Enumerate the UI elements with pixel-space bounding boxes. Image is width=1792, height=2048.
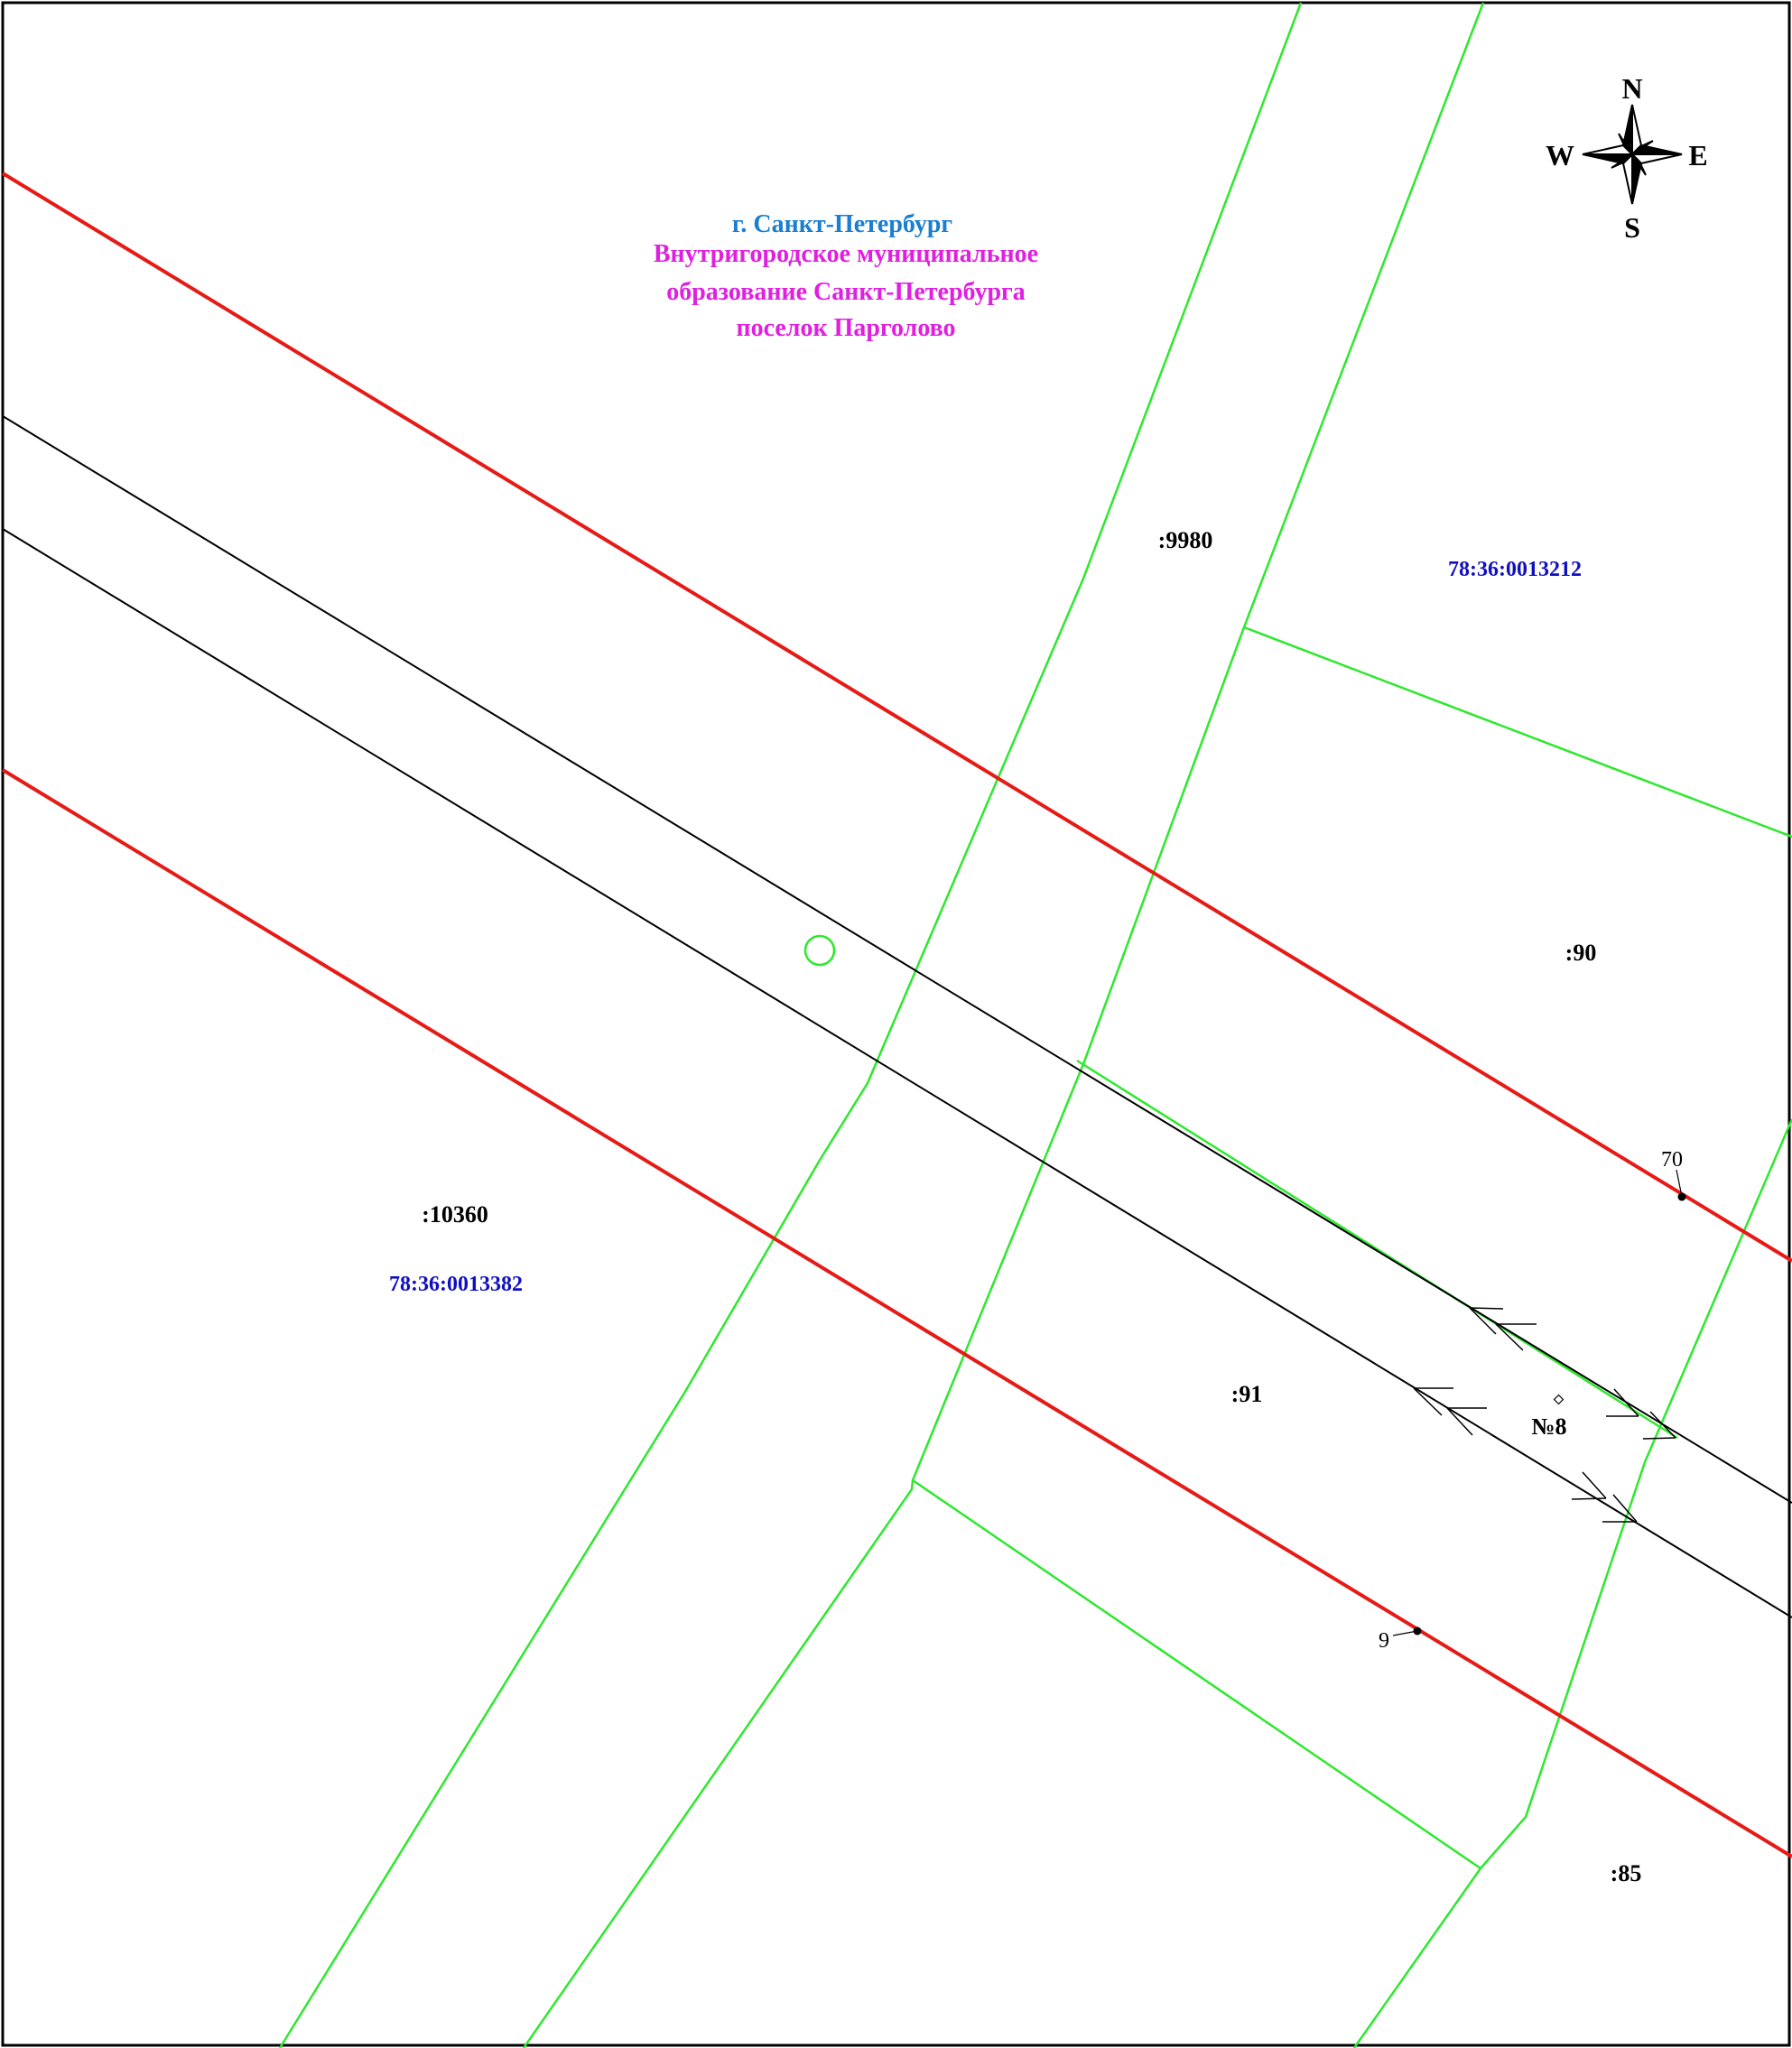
quarter-labels: 78:36:0013212 78:36:0013382 [389, 558, 1582, 1296]
parcel-marker-circle [803, 934, 836, 967]
parcel-boundaries [278, 2, 1792, 2048]
title-block: г. Санкт-Петербург Внутригородское муниц… [654, 210, 1038, 342]
arrow-east-lower [1571, 1471, 1638, 1523]
municipal-title-line1: Внутригородское муниципальное [654, 240, 1038, 268]
city-title: г. Санкт-Петербург [732, 210, 952, 238]
point-labels: 70 9 [1379, 1148, 1683, 1653]
parcel-91-boundary-segment [1076, 1059, 1678, 1440]
quarter-label-13382: 78:36:0013382 [389, 1273, 523, 1296]
parcel-boundary-east [1352, 1118, 1792, 2048]
quarter-label-13212: 78:36:0013212 [1448, 558, 1582, 581]
zone-boundary-north [1, 171, 1792, 1263]
direction-arrows [1413, 1307, 1676, 1523]
parcel-label-91: :91 [1231, 1381, 1263, 1407]
compass-west-label: W [1546, 139, 1574, 171]
object-8-marker [1553, 1394, 1565, 1405]
pipeline-line-south [2, 528, 1792, 1618]
parcel-label-85: :85 [1611, 1860, 1642, 1886]
arrow-west-lower [1413, 1387, 1487, 1436]
arrow-west-upper [1469, 1307, 1537, 1351]
road-boundary-west [278, 2, 1303, 2048]
compass-north-label: N [1621, 72, 1642, 105]
parcel-85-boundary [912, 1478, 1481, 1870]
pipeline-lines [2, 415, 1792, 1618]
compass-south-label: S [1624, 211, 1640, 244]
arrow-east-upper [1606, 1388, 1676, 1440]
point-9-leader [1392, 1630, 1418, 1636]
municipal-title-line3: поселок Парголово [736, 314, 955, 342]
road-boundary-east [522, 2, 1485, 2048]
municipal-title-line2: образование Санкт-Петербурга [666, 278, 1026, 306]
point-label-70: 70 [1661, 1148, 1683, 1172]
point-label-9: 9 [1379, 1629, 1389, 1653]
survey-points [1392, 1169, 1686, 1636]
compass-star-icon [1582, 104, 1683, 205]
compass-east-label: E [1688, 139, 1707, 171]
parcel-90-north-boundary [1243, 626, 1792, 839]
parcel-label-90: :90 [1565, 940, 1597, 966]
parcel-label-9980: :9980 [1158, 527, 1213, 553]
parcel-labels: :9980 :90 :10360 :91 :85 №8 [422, 527, 1641, 1886]
point-70-leader [1676, 1169, 1683, 1198]
compass-rose: N S W E [1546, 72, 1708, 244]
object-label-8: №8 [1531, 1413, 1566, 1440]
pipeline-line-north [2, 415, 1792, 1504]
zone-boundary-south [1, 768, 1792, 1858]
zone-boundaries [1, 171, 1792, 1858]
parcel-label-10360: :10360 [422, 1201, 488, 1228]
